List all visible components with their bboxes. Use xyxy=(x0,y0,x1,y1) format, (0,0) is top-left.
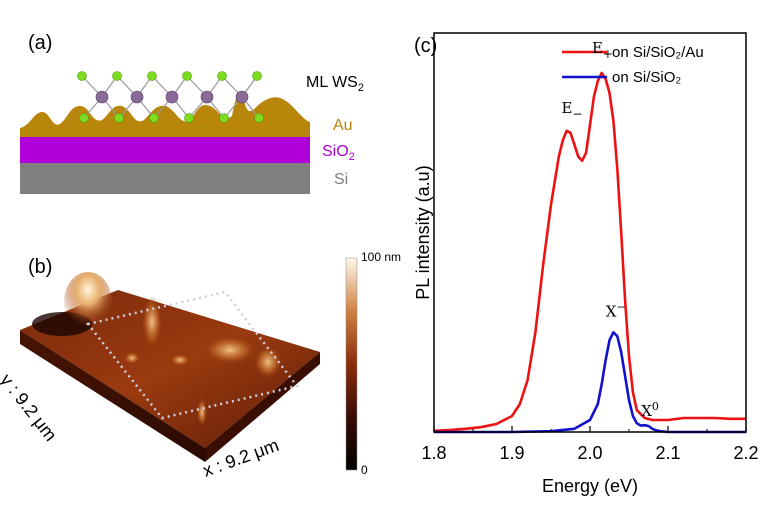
sulfur-atom xyxy=(252,71,262,81)
legend-entry: on Si/SiO₂ xyxy=(612,69,681,86)
sulfur-atom xyxy=(217,71,227,81)
tungsten-atom xyxy=(95,90,109,104)
series-line-sio2 xyxy=(434,331,746,434)
sulfur-atom xyxy=(254,113,264,123)
panel-c-label: (c) xyxy=(414,35,437,57)
ws2-label: ML WS2 xyxy=(306,74,364,94)
si-label: Si xyxy=(334,171,349,188)
ws2-subscript: 2 xyxy=(357,82,364,95)
au-label: Au xyxy=(333,117,353,134)
x-tick-label: 2.2 xyxy=(733,443,758,463)
sulfur-atom xyxy=(112,71,122,81)
sulfur-atom xyxy=(114,113,124,123)
peak-annotation: E− xyxy=(562,99,583,121)
sio2-text: SiO xyxy=(322,143,349,160)
afm-surface-side xyxy=(205,352,320,462)
afm-peak xyxy=(254,346,282,378)
au-film xyxy=(20,94,310,137)
ws2-text: ML WS xyxy=(306,74,358,91)
sio2-subscript: 2 xyxy=(348,151,355,164)
panel-a-label: (a) xyxy=(28,32,53,54)
sulfur-atom xyxy=(149,113,159,123)
sulfur-atom xyxy=(147,71,157,81)
afm-topography-image xyxy=(20,257,358,471)
afm-peak xyxy=(197,398,207,426)
x-tick-label: 2.0 xyxy=(577,443,602,463)
legend-entry: on Si/SiO₂/Au xyxy=(612,44,704,61)
peak-annotation: E+ xyxy=(592,39,613,61)
sulfur-atom xyxy=(219,113,229,123)
tungsten-atom xyxy=(235,90,249,104)
afm-peak xyxy=(204,336,256,364)
sio2-label: SiO2 xyxy=(322,143,355,163)
tungsten-atom xyxy=(165,90,179,104)
x-tick-label: 1.8 xyxy=(421,443,446,463)
afm-surface-front xyxy=(20,330,205,462)
panel-b-label: (b) xyxy=(28,256,53,278)
ws2-lattice xyxy=(77,71,264,123)
scan-region-outline xyxy=(85,290,300,420)
peak-annotation: X− xyxy=(606,300,626,320)
afm-peak xyxy=(170,354,190,366)
tungsten-atom xyxy=(200,90,214,104)
y-axis-label: PL intensity (a.u) xyxy=(413,165,433,299)
si-layer xyxy=(20,162,310,194)
sulfur-atom xyxy=(184,113,194,123)
sulfur-atom xyxy=(79,113,89,123)
peak-annotation: X0 xyxy=(641,400,659,420)
sio2-layer xyxy=(20,137,310,163)
sulfur-atom xyxy=(77,71,87,81)
afm-peak-large xyxy=(64,272,112,332)
colorbar xyxy=(345,257,358,471)
tungsten-atom xyxy=(130,90,144,104)
x-tick-label: 2.1 xyxy=(655,443,680,463)
series-line-au xyxy=(433,71,746,433)
x-axis-label: Energy (eV) xyxy=(542,476,638,496)
plot-frame xyxy=(433,32,747,433)
afm-peak xyxy=(124,352,140,364)
x-tick-label: 1.9 xyxy=(499,443,524,463)
colorbar-min-label: 0 xyxy=(361,463,368,477)
heterostructure-schematic xyxy=(20,71,310,194)
colorbar-max-label: 100 nm xyxy=(361,250,402,264)
sulfur-atom xyxy=(182,71,192,81)
